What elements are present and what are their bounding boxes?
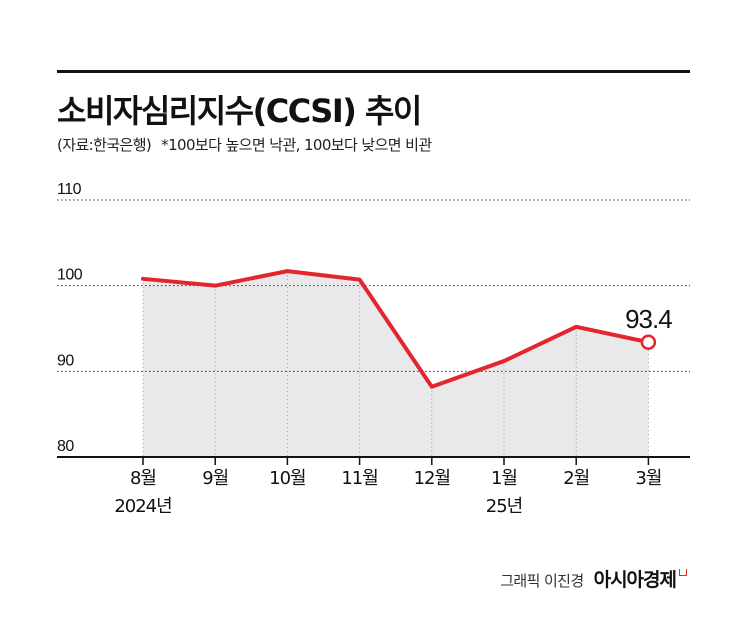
- x-tick-label: 1월: [491, 468, 517, 489]
- chart-subtitle: (자료:한국은행) *100보다 높으면 낙관, 100보다 낮으면 비관: [57, 134, 432, 155]
- x-tick-label: 11월: [341, 468, 377, 489]
- publisher-logo: 아시아경제: [593, 569, 677, 591]
- x-tick-label: 12월: [414, 468, 450, 489]
- x-tick-label: 9월: [202, 468, 228, 489]
- y-tick-label: 80: [57, 438, 74, 455]
- x-tick-label: 8월: [130, 468, 156, 489]
- source-label: (자료:한국은행): [57, 136, 152, 154]
- x-tick-label: 10월: [269, 468, 305, 489]
- y-tick-label: 100: [57, 267, 83, 284]
- last-point-marker: [640, 334, 657, 350]
- area-fill: [143, 271, 649, 457]
- y-tick-label: 90: [57, 352, 74, 369]
- x-year-label: 25년: [486, 496, 522, 517]
- footer: 그래픽 이진경 아시아경제: [500, 565, 687, 592]
- x-tick-label: 2월: [563, 468, 589, 489]
- x-year-label: 2024년: [114, 496, 171, 517]
- x-tick-label: 3월: [635, 468, 661, 489]
- last-point-value-label: 93.4: [625, 304, 672, 334]
- chart-title: 소비자심리지수(CCSI) 추이: [57, 92, 422, 130]
- brand-mark-icon: [679, 569, 687, 576]
- series-line: [141, 269, 651, 389]
- graphic-credit: 그래픽 이진경: [500, 572, 584, 590]
- y-tick-label: 110: [57, 181, 82, 198]
- interpretation-note: *100보다 높으면 낙관, 100보다 낮으면 비관: [161, 136, 432, 154]
- top-rule: [57, 70, 690, 73]
